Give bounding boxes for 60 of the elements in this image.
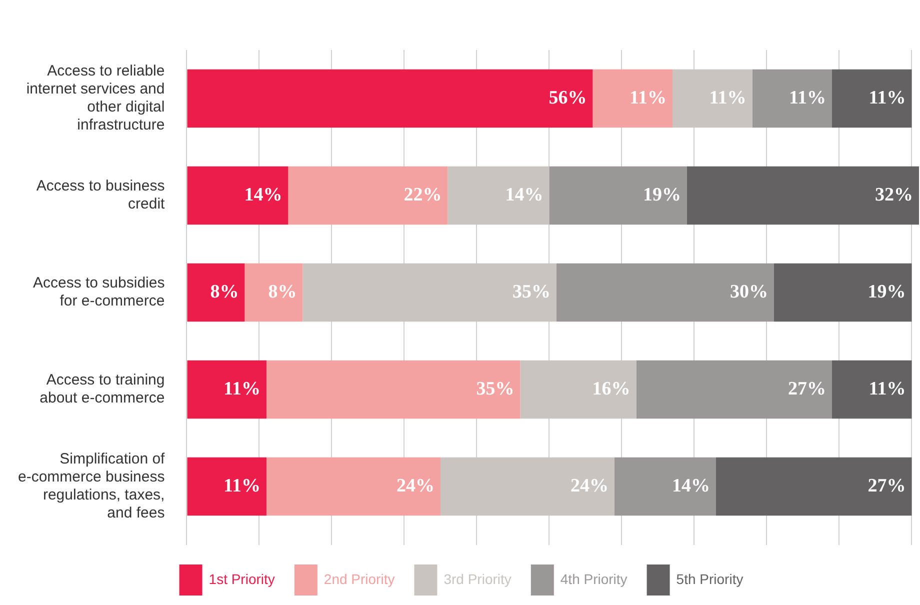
bar (288, 166, 448, 225)
bar (716, 457, 912, 516)
data-label: 8% (210, 281, 239, 302)
data-label: 14% (505, 184, 544, 206)
data-label: 19% (642, 184, 681, 206)
bar (187, 166, 288, 225)
data-label: 14% (672, 475, 710, 496)
data-label: 11% (868, 378, 906, 400)
data-label: 35% (512, 281, 550, 302)
bar (774, 263, 912, 322)
bar (187, 360, 266, 419)
data-label: 11% (868, 87, 906, 108)
bar (686, 166, 919, 225)
data-label: 32% (875, 184, 913, 206)
bar (187, 69, 593, 128)
bar (636, 360, 832, 419)
data-label: 35% (476, 378, 514, 400)
bar (832, 69, 912, 128)
bar (440, 457, 614, 516)
bar (448, 166, 550, 225)
y-tick-label: Access to business credit (36, 178, 166, 213)
data-label: 16% (592, 378, 630, 400)
data-label: 22% (404, 184, 442, 206)
legend-label: 5th Priority (676, 570, 744, 587)
data-label: 30% (730, 281, 768, 302)
bar (592, 69, 672, 128)
bar (614, 457, 716, 516)
legend-label: 4th Priority (560, 570, 628, 587)
bar (556, 263, 774, 322)
data-label: 11% (630, 87, 666, 108)
y-tick-label: Access to training about e-commerce (40, 372, 165, 407)
data-label: 14% (244, 184, 282, 206)
legend-label: 3rd Priority (444, 570, 512, 587)
data-label: 11% (224, 378, 260, 400)
data-label: 27% (788, 378, 826, 400)
bar (266, 360, 520, 419)
bar (752, 69, 832, 128)
data-label: 11% (789, 87, 826, 108)
bar (187, 457, 266, 516)
y-tick-label: Access to reliable internet services and other digital infrastructure (26, 62, 165, 134)
data-label: 24% (396, 475, 434, 496)
bar (672, 69, 752, 128)
bar (266, 457, 440, 516)
y-tick-label: Simplification of e-commerce business regulations, taxes, and fees (18, 450, 166, 522)
legend-label: 1st Priority (208, 570, 275, 587)
y-tick-label: Access to subsidies for e-commerce (32, 274, 165, 310)
bar (302, 263, 556, 322)
data-label: 56% (548, 87, 587, 108)
data-label: 27% (868, 475, 906, 496)
bar (832, 360, 912, 419)
data-label: 19% (868, 281, 906, 302)
data-label: 11% (224, 475, 260, 496)
data-label: 8% (268, 281, 297, 302)
bar (187, 263, 245, 322)
bar (549, 166, 687, 225)
data-label: 24% (570, 475, 608, 496)
data-label: 11% (709, 87, 746, 108)
bar (244, 263, 303, 322)
bar (520, 360, 636, 419)
legend-label: 2nd Priority (324, 570, 395, 587)
